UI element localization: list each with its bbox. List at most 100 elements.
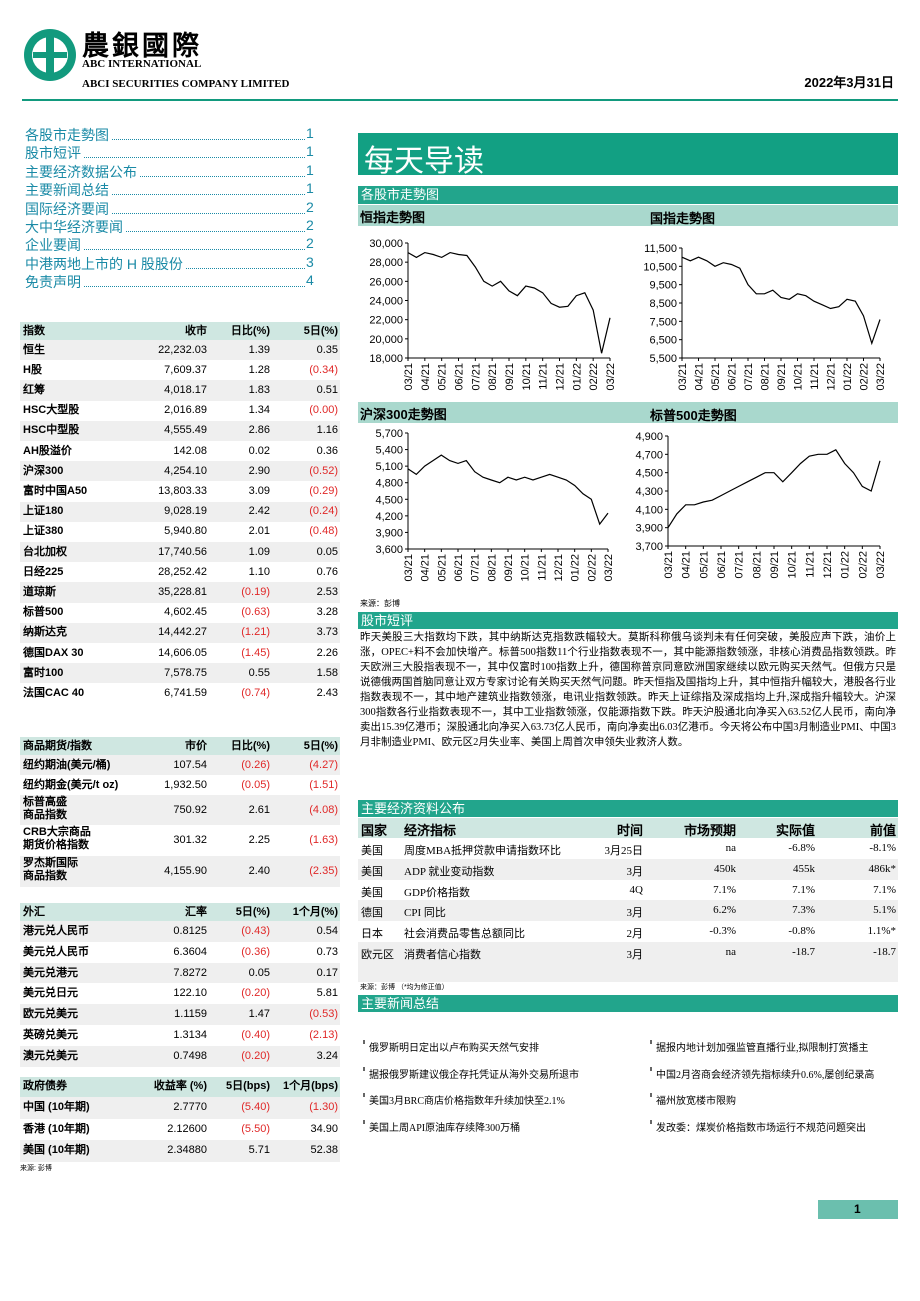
x-tick-label: 09/21 — [504, 363, 516, 391]
table-header: 时间 — [616, 823, 643, 838]
table-row-bg — [20, 1025, 340, 1046]
table-row-bg — [20, 542, 340, 563]
x-tick-label: 09/21 — [769, 551, 781, 579]
table-cell: 2月 — [626, 928, 644, 941]
table-row-bg — [20, 481, 340, 502]
table-row-bg — [20, 795, 340, 825]
table-cell: 1.34 — [248, 404, 270, 417]
table-cell: 450k — [714, 862, 736, 875]
table-cell: 1.1%* — [867, 925, 896, 938]
table-row-bg — [20, 400, 340, 421]
news-bullet — [650, 1093, 652, 1098]
x-tick-label: 10/21 — [521, 363, 533, 391]
table-cell: (0.63) — [241, 606, 270, 619]
source: 来源: 彭博 — [20, 1164, 52, 1172]
x-tick-label: 03/21 — [403, 554, 415, 582]
x-tick-label: 11/21 — [538, 363, 550, 390]
toc-page: 1 — [306, 180, 314, 197]
news-item: 据报内地计划加强监管直播行业,拟限制打赏播主 — [656, 1043, 869, 1054]
y-tick-label: 4,500 — [375, 494, 403, 506]
table-cell: 0.76 — [316, 565, 338, 578]
y-tick-label: 4,100 — [635, 504, 663, 516]
table-row-bg — [20, 643, 340, 664]
x-tick-label: 12/21 — [553, 554, 565, 582]
toc-page: 2 — [306, 217, 314, 233]
table-header: 1个月(bps) — [283, 1080, 338, 1092]
table-cell: 4,555.49 — [164, 424, 207, 437]
y-tick-label: 3,600 — [375, 544, 403, 556]
table-row-bg — [20, 825, 340, 856]
table-cell: 3月25日 — [604, 845, 644, 857]
table-header: 政府债券 — [23, 1080, 67, 1092]
table-cell: 纽约期油(美元/桶) — [23, 758, 111, 771]
toc-page: 1 — [306, 143, 314, 160]
table-cell: 3.09 — [248, 485, 270, 497]
y-tick-label: 5,500 — [649, 353, 677, 365]
toc-leader — [25, 231, 305, 232]
table-cell: 英磅兑美元 — [23, 1028, 78, 1041]
news-item: 中国2月咨商会经济领先指标续升0.6%,屡创纪录高 — [656, 1069, 875, 1081]
table-cell: 港元兑人民币 — [23, 924, 89, 937]
table-cell: 标普500 — [23, 606, 64, 619]
table-cell: 34.90 — [310, 1122, 338, 1135]
toc-page: 4 — [306, 272, 314, 289]
y-tick-label: 26,000 — [369, 276, 403, 288]
table-header: 5日(bps) — [226, 1080, 270, 1092]
title-bar — [358, 133, 898, 175]
table-cell: 标普高盛 商品指数 — [23, 796, 67, 822]
table-cell: 1.83 — [248, 384, 270, 396]
table-row-bg — [20, 1045, 340, 1067]
table-cell: 0.51 — [316, 384, 338, 396]
table-cell: 0.54 — [316, 924, 338, 937]
table-cell: 28,252.42 — [158, 565, 207, 578]
section-title: 主要新闻总结 — [361, 996, 440, 1011]
table-cell: 1.1159 — [174, 1008, 207, 1021]
toc-page: 2 — [306, 198, 314, 215]
toc-leader — [25, 249, 305, 251]
toc-label: 国际经济要闻 — [25, 198, 111, 219]
table-cell: 美国 — [361, 886, 383, 899]
x-tick-label: 01/22 — [571, 363, 583, 391]
table-cell: 2.34880 — [167, 1144, 207, 1157]
table-cell: 52.38 — [310, 1144, 338, 1157]
table-header: 5日(%) — [303, 740, 338, 752]
table-cell: 5.71 — [248, 1144, 270, 1157]
table-row-bg — [20, 420, 340, 441]
table-cell: 上证380 — [23, 525, 64, 538]
table-cell: (0.20) — [241, 1049, 270, 1062]
table-cell: (5.50) — [241, 1122, 270, 1135]
toc-leader — [25, 175, 305, 177]
table-cell: 2.40 — [248, 865, 270, 877]
table-cell: 486k* — [868, 862, 897, 875]
y-tick-label: 4,500 — [635, 468, 663, 480]
table-header: 日比(%) — [230, 740, 270, 752]
table-row-bg — [20, 921, 340, 942]
y-tick-label: 3,900 — [375, 527, 403, 539]
date: 2022年3月31日 — [804, 75, 894, 90]
table-cell: 欧元区 — [361, 949, 394, 961]
table-cell: 2.42 — [248, 505, 270, 518]
table-header: 1个月(%) — [292, 906, 338, 918]
x-tick-label: 10/21 — [787, 551, 799, 579]
table-row-bg — [20, 962, 340, 984]
table-cell: CPI 同比 — [404, 907, 446, 920]
table-cell: (0.00) — [309, 404, 338, 417]
toc-page: 2 — [306, 235, 314, 252]
table-row-bg — [358, 838, 898, 859]
table-cell: 0.05 — [316, 545, 338, 558]
table-cell: 7,578.75 — [164, 666, 207, 679]
table-cell: 2.01 — [248, 525, 270, 538]
table-cell: 5,940.80 — [164, 525, 207, 538]
table-cell: 2.43 — [316, 687, 338, 699]
table-cell: 9,028.19 — [164, 505, 207, 518]
x-tick-label: 08/21 — [760, 363, 772, 391]
logo-en1: ABC INTERNATIONAL — [82, 58, 202, 70]
table-cell: 德国DAX 30 — [23, 646, 84, 659]
table-cell: -8.1% — [869, 842, 896, 854]
x-tick-label: 12/21 — [555, 363, 567, 391]
page-number: 1 — [854, 1202, 861, 1216]
table-row-bg — [20, 602, 340, 623]
table-row-bg — [358, 858, 898, 880]
source: 来源：彭博 — [360, 599, 400, 608]
